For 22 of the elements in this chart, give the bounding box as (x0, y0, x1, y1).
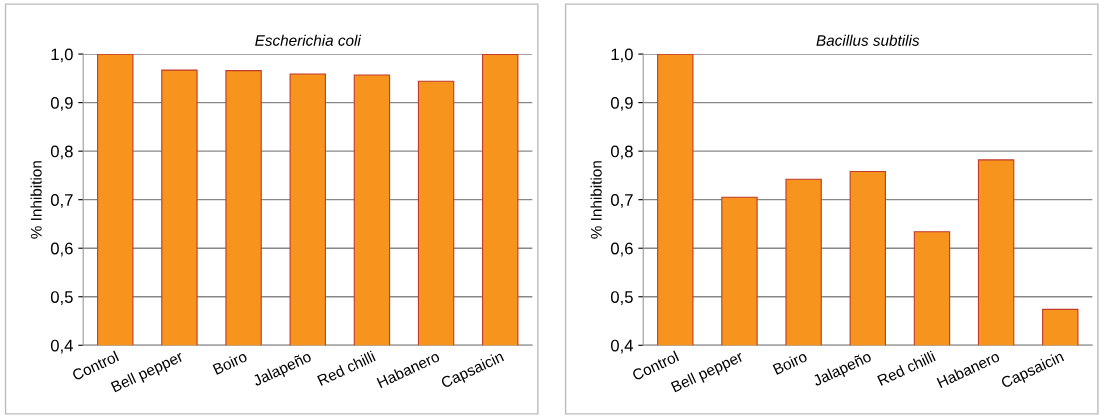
x-tick-label: Boiro (772, 350, 808, 375)
y-axis-title: % Inhibition (590, 161, 602, 239)
x-tick-label: Boiro (212, 350, 248, 375)
y-tick-label: 0,5 (610, 291, 633, 305)
y-tick-label: 0,4 (610, 339, 634, 354)
y-tick-label: 0,8 (50, 145, 73, 160)
x-tick-label: Red chilli (316, 350, 376, 386)
y-tick-label: 0,9 (610, 97, 633, 111)
y-tick-label: 0,9 (50, 97, 73, 111)
chart-title: Escherichia coli (255, 34, 362, 46)
chart-title: Bacillus subtilis (816, 34, 920, 46)
x-tick-label: Red chilli (876, 350, 936, 386)
y-tick-label: 1,0 (51, 48, 73, 63)
y-tick-label: 0,4 (50, 339, 73, 354)
y-axis-title: % Inhibition (30, 161, 42, 239)
y-tick-label: 1,0 (611, 48, 633, 63)
y-tick-label: 0,6 (610, 242, 633, 257)
y-tick-label: 0,8 (610, 145, 633, 160)
y-tick-label: 0,7 (610, 194, 633, 208)
y-tick-label: 0,5 (50, 291, 73, 305)
y-tick-label: 0,7 (50, 194, 73, 208)
y-tick-label: 0,6 (50, 242, 73, 257)
